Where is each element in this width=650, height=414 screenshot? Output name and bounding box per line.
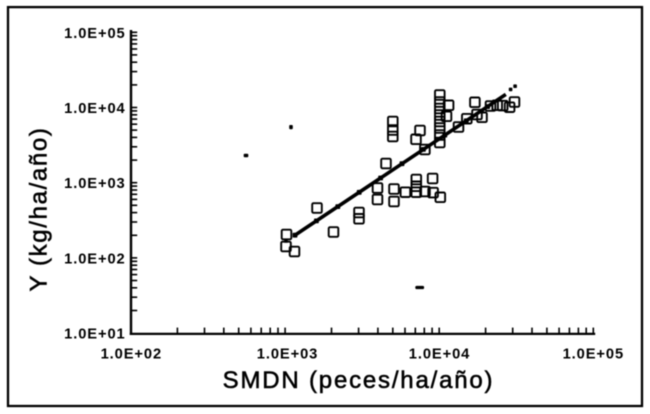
svg-text:1.0E+03: 1.0E+03 xyxy=(64,176,125,192)
svg-text:1.0E+05: 1.0E+05 xyxy=(64,26,125,42)
svg-text:1.0E+02: 1.0E+02 xyxy=(101,346,162,362)
svg-text:1.0E+04: 1.0E+04 xyxy=(64,101,125,117)
svg-text:1.0E+04: 1.0E+04 xyxy=(409,346,470,362)
svg-text:1.0E+01: 1.0E+01 xyxy=(64,327,125,343)
svg-text:1.0E+03: 1.0E+03 xyxy=(257,346,318,362)
svg-text:1.0E+05: 1.0E+05 xyxy=(563,346,624,362)
svg-text:Y (kg/ha/año): Y (kg/ha/año) xyxy=(26,126,53,291)
svg-text:1.0E+02: 1.0E+02 xyxy=(64,251,125,267)
svg-text:SMDN (peces/ha/año): SMDN (peces/ha/año) xyxy=(223,367,495,394)
